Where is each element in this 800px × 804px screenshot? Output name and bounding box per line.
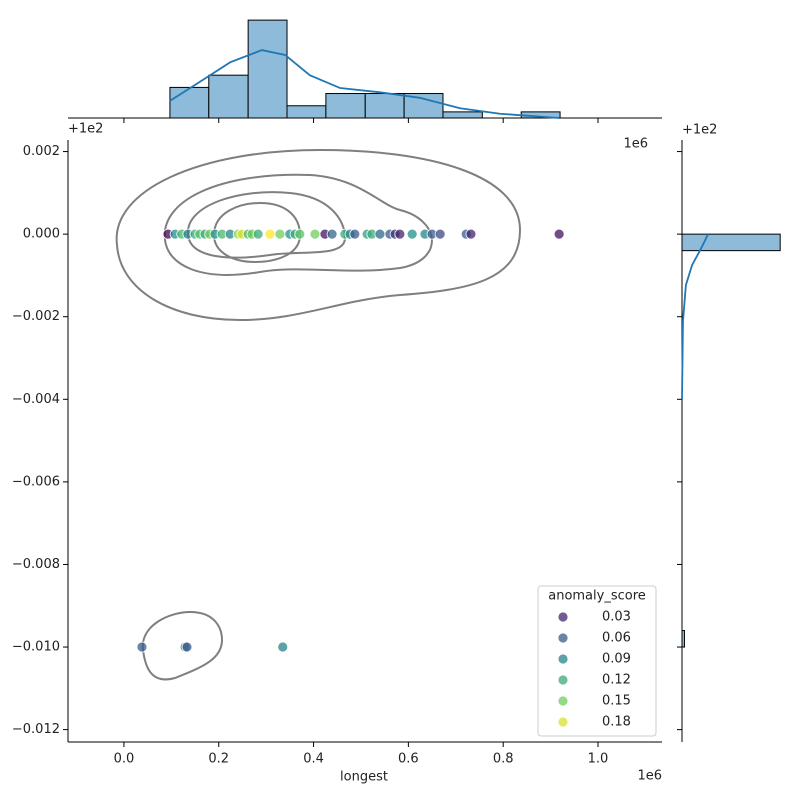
- point: [264, 228, 276, 240]
- point: [252, 228, 264, 240]
- legend-marker: [557, 674, 569, 686]
- top-hist-bar: [325, 93, 366, 119]
- point: [394, 228, 406, 240]
- right-hist-bar: [681, 233, 781, 252]
- x-tick-label: 1.0: [588, 752, 609, 767]
- point: [406, 228, 418, 240]
- point: [181, 641, 193, 653]
- point: [553, 228, 565, 240]
- x-tick-label: 0.4: [303, 752, 324, 767]
- y-tick-label: −0.002: [12, 309, 60, 324]
- point: [349, 228, 361, 240]
- legend-marker: [557, 611, 569, 623]
- top-hist-bar: [403, 93, 444, 119]
- point: [277, 641, 289, 653]
- legend-marker: [557, 716, 569, 728]
- x-tick-label: 0.8: [493, 752, 514, 767]
- legend: anomaly_score 0.03 0.06 0.09 0.12 0.15 0.18: [537, 585, 657, 737]
- legend-marker: [557, 695, 569, 707]
- x-axis-label: longest: [340, 770, 388, 785]
- contour: [186, 191, 347, 259]
- y-tick-label: −0.008: [12, 557, 60, 572]
- y-tick-label: −0.004: [12, 392, 60, 407]
- top-hist-bar: [247, 19, 288, 119]
- point: [274, 228, 286, 240]
- y-tick-label: −0.012: [12, 722, 60, 737]
- legend-label: 0.06: [602, 631, 631, 646]
- x-offset-top: 1e6: [623, 137, 648, 152]
- y2-offset-label: +1e2: [682, 123, 717, 138]
- y-tick-label: −0.006: [12, 474, 60, 489]
- legend-label: 0.12: [602, 673, 631, 688]
- y-offset-label: +1e2: [68, 122, 103, 137]
- top-kde: [169, 49, 560, 119]
- legend-label: 0.15: [602, 694, 631, 709]
- right-hist-bar: [681, 630, 685, 648]
- legend-marker: [557, 653, 569, 665]
- legend-title: anomaly_score: [548, 589, 646, 604]
- x-tick-label: 0.6: [398, 752, 419, 767]
- legend-label: 0.09: [602, 652, 631, 667]
- legend-label: 0.18: [602, 715, 631, 730]
- top-hist-bar: [286, 105, 327, 119]
- point: [465, 228, 477, 240]
- y-tick-label: −0.010: [12, 640, 60, 655]
- x-tick-label: 0.0: [114, 752, 135, 767]
- top-hist-bar: [442, 111, 483, 119]
- point: [434, 228, 446, 240]
- y-tick-label: 0.002: [23, 144, 60, 159]
- point: [374, 228, 386, 240]
- y-tick-label: 0.000: [23, 227, 60, 242]
- point: [309, 228, 321, 240]
- x-offset-label: 1e6: [637, 769, 662, 784]
- contour: [115, 148, 522, 322]
- x-tick-label: 0.2: [208, 752, 229, 767]
- legend-label: 0.03: [602, 610, 631, 625]
- legend-box: [537, 585, 657, 737]
- point: [294, 228, 306, 240]
- top-hist-bar: [208, 74, 249, 119]
- point: [326, 228, 338, 240]
- contour: [141, 610, 224, 681]
- right-kde: [681, 233, 709, 400]
- legend-marker: [557, 632, 569, 644]
- top-hist-bar: [169, 86, 210, 119]
- point: [136, 641, 148, 653]
- top-hist-bar: [364, 93, 405, 119]
